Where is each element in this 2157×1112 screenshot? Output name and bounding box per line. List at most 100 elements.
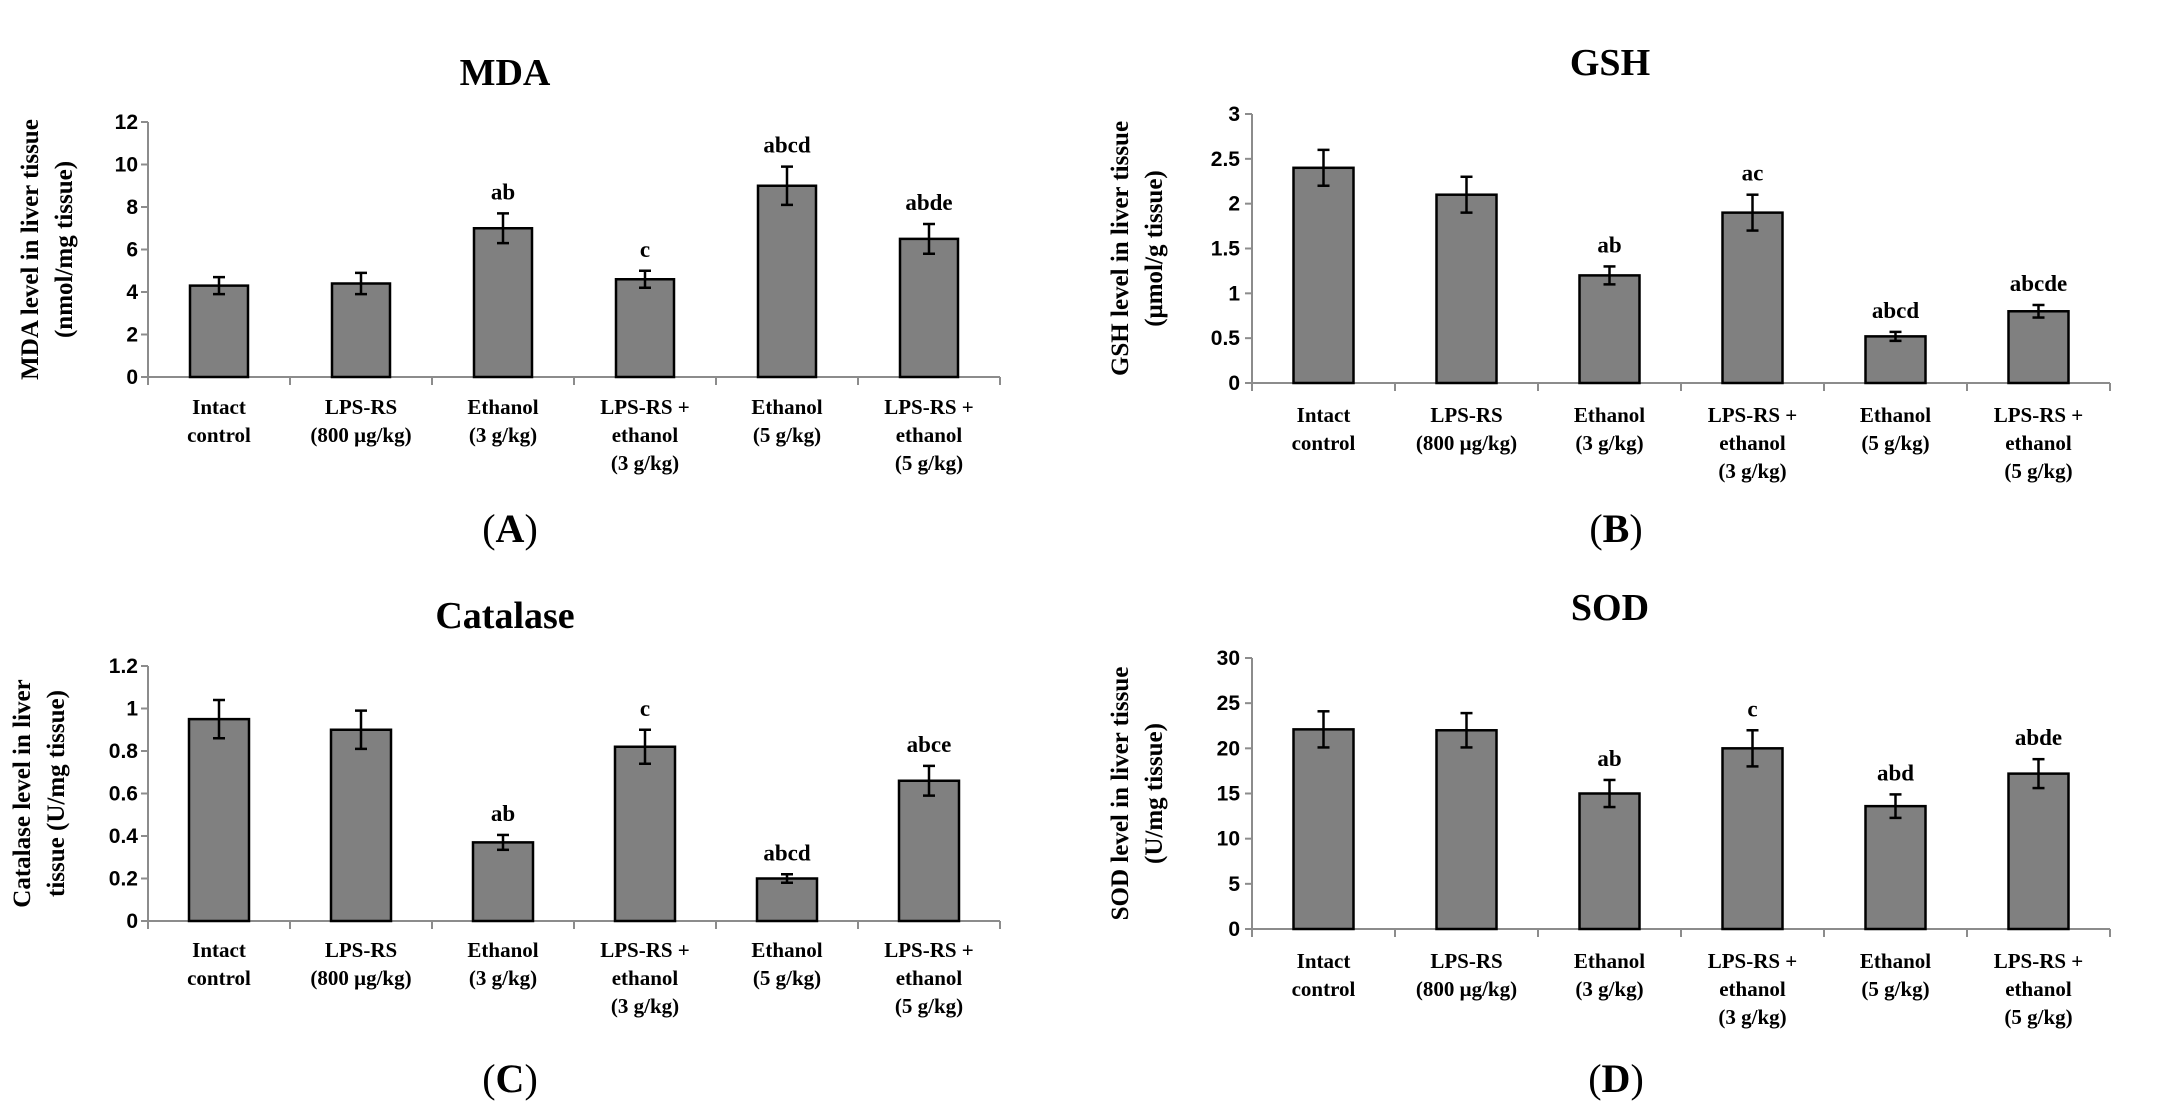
sod-ytick-label: 30 bbox=[1217, 647, 1240, 670]
catalase-title: Catalase bbox=[435, 595, 574, 637]
gsh-ylabel-line: (μmol/g tissue) bbox=[1141, 170, 1168, 327]
gsh-ytick-label: 2 bbox=[1228, 193, 1240, 216]
mda-ytick-label: 10 bbox=[115, 154, 138, 177]
gsh-category-label: (5 g/kg) bbox=[2004, 459, 2072, 483]
gsh-category-label: (5 g/kg) bbox=[1861, 431, 1929, 455]
mda-bar bbox=[756, 184, 818, 379]
gsh-ytick-label: 3 bbox=[1228, 103, 1240, 126]
catalase-category-label: LPS-RS bbox=[325, 938, 397, 962]
gsh-ytick-label: 1 bbox=[1228, 282, 1240, 305]
catalase-ytick-label: 0.2 bbox=[109, 868, 138, 891]
sod-ytick-label: 25 bbox=[1217, 692, 1241, 715]
mda-bar bbox=[614, 278, 676, 379]
catalase-significance-label: ab bbox=[491, 801, 515, 826]
sod-category-label: (3 g/kg) bbox=[1575, 977, 1643, 1001]
sod-ytick-label: 15 bbox=[1217, 783, 1241, 806]
mda-ytick-label: 2 bbox=[126, 324, 138, 347]
catalase-ytick-label: 0.4 bbox=[109, 825, 139, 848]
mda-category-label: (3 g/kg) bbox=[469, 423, 537, 447]
mda-category-label: (3 g/kg) bbox=[611, 451, 679, 475]
gsh-bar bbox=[1721, 211, 1784, 385]
mda-ylabel-line: (nmol/mg tissue) bbox=[51, 161, 78, 338]
sod-category-label: Ethanol bbox=[1574, 949, 1645, 973]
sod-significance-label: ab bbox=[1597, 746, 1621, 771]
sod-bar bbox=[1578, 792, 1641, 931]
mda-category-label: (800 μg/kg) bbox=[310, 423, 411, 447]
gsh-category-label: LPS-RS + bbox=[1708, 403, 1798, 427]
gsh-category-label: Intact bbox=[1297, 403, 1351, 427]
catalase-category-label: (3 g/kg) bbox=[611, 994, 679, 1018]
gsh-ytick-label: 0 bbox=[1228, 372, 1240, 395]
sod-bar bbox=[1435, 729, 1498, 931]
mda-category-label: Intact bbox=[192, 395, 246, 419]
catalase-category-label: Ethanol bbox=[467, 938, 538, 962]
mda-category-label: Ethanol bbox=[751, 395, 822, 419]
gsh-significance-label: ab bbox=[1597, 232, 1621, 257]
gsh-category-label: (3 g/kg) bbox=[1718, 459, 1786, 483]
mda-ylabel-line: MDA level in liver tissue bbox=[17, 119, 44, 380]
catalase-category-label: Ethanol bbox=[751, 938, 822, 962]
sod-ytick-label: 10 bbox=[1217, 828, 1240, 851]
gsh-category-label: LPS-RS + bbox=[1994, 403, 2084, 427]
sod-title: SOD bbox=[1571, 587, 1649, 629]
catalase-category-label: ethanol bbox=[896, 966, 963, 990]
gsh-bar bbox=[1578, 274, 1641, 385]
gsh-category-label: ethanol bbox=[2005, 431, 2072, 455]
mda-bar bbox=[330, 282, 392, 379]
sod-ytick-label: 20 bbox=[1217, 737, 1240, 760]
catalase-ylabel-line: tissue (U/mg tissue) bbox=[43, 690, 70, 897]
catalase-bar bbox=[187, 717, 251, 923]
mda-significance-label: c bbox=[640, 237, 650, 262]
catalase-category-label: (3 g/kg) bbox=[469, 966, 537, 990]
mda-category-label: LPS-RS bbox=[325, 395, 397, 419]
sod-bar bbox=[1721, 747, 1784, 931]
catalase-bar bbox=[471, 841, 535, 923]
gsh-title: GSH bbox=[1570, 42, 1650, 84]
mda-title: MDA bbox=[460, 52, 551, 94]
catalase-bar bbox=[329, 728, 393, 923]
sod-category-label: (5 g/kg) bbox=[1861, 977, 1929, 1001]
sod-category-label: (3 g/kg) bbox=[1718, 1005, 1786, 1029]
panel-caption-d: (D) bbox=[1588, 1056, 1644, 1101]
gsh-bar bbox=[1435, 193, 1498, 385]
sod-ytick-label: 0 bbox=[1228, 918, 1240, 941]
mda-category-label: Ethanol bbox=[467, 395, 538, 419]
catalase-category-label: control bbox=[187, 966, 251, 990]
sod-category-label: control bbox=[1292, 977, 1356, 1001]
catalase-category-label: LPS-RS + bbox=[600, 938, 690, 962]
gsh-category-label: ethanol bbox=[1719, 431, 1786, 455]
mda-ytick-label: 8 bbox=[126, 196, 138, 219]
gsh-category-label: LPS-RS bbox=[1430, 403, 1502, 427]
catalase-category-label: LPS-RS + bbox=[884, 938, 974, 962]
gsh-significance-label: ac bbox=[1742, 161, 1764, 186]
sod-significance-label: abde bbox=[2015, 725, 2062, 750]
gsh-ytick-label: 2.5 bbox=[1211, 148, 1241, 171]
sod-bar bbox=[2007, 772, 2070, 931]
gsh-category-label: control bbox=[1292, 431, 1356, 455]
gsh-ytick-label: 1.5 bbox=[1211, 238, 1241, 261]
mda-category-label: control bbox=[187, 423, 251, 447]
sod-category-label: (5 g/kg) bbox=[2004, 1005, 2072, 1029]
sod-category-label: Intact bbox=[1297, 949, 1351, 973]
gsh-significance-label: abcd bbox=[1872, 298, 1920, 323]
sod-category-label: (800 μg/kg) bbox=[1416, 977, 1517, 1001]
sod-ylabel-line: (U/mg tissue) bbox=[1141, 723, 1168, 864]
sod-significance-label: abd bbox=[1877, 760, 1914, 785]
mda-category-label: ethanol bbox=[612, 423, 679, 447]
catalase-category-label: (800 μg/kg) bbox=[310, 966, 411, 990]
mda-ytick-label: 6 bbox=[126, 239, 138, 262]
catalase-category-label: ethanol bbox=[612, 966, 679, 990]
mda-category-label: (5 g/kg) bbox=[753, 423, 821, 447]
sod-bar bbox=[1292, 728, 1355, 931]
sod-ylabel-line: SOD level in liver tissue bbox=[1107, 667, 1134, 921]
sod-category-label: ethanol bbox=[2005, 977, 2072, 1001]
catalase-significance-label: abcd bbox=[763, 840, 811, 865]
gsh-category-label: (800 μg/kg) bbox=[1416, 431, 1517, 455]
mda-significance-label: abde bbox=[905, 190, 952, 215]
gsh-category-label: Ethanol bbox=[1574, 403, 1645, 427]
sod-significance-label: c bbox=[1747, 696, 1757, 721]
catalase-category-label: (5 g/kg) bbox=[895, 994, 963, 1018]
mda-category-label: ethanol bbox=[896, 423, 963, 447]
mda-ytick-label: 0 bbox=[126, 366, 138, 389]
mda-ytick-label: 12 bbox=[115, 111, 138, 134]
